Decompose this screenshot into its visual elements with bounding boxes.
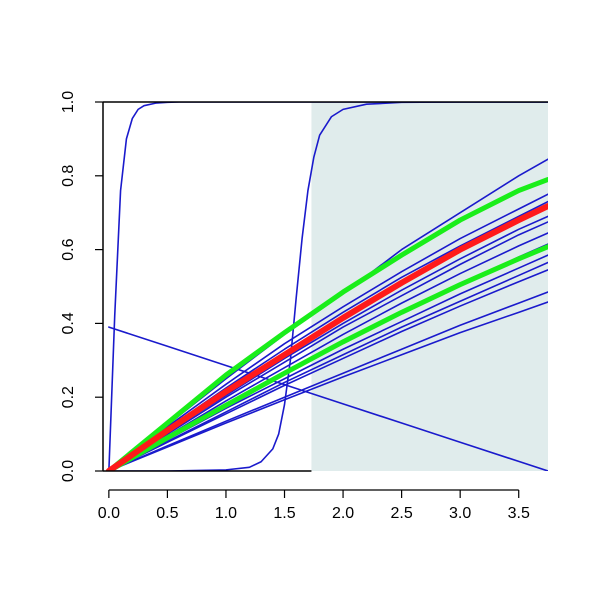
y-tick-label: 0.6 [60, 238, 77, 260]
y-tick-label: 0.0 [60, 460, 77, 482]
y-tick-label: 0.8 [60, 165, 77, 187]
series-line-blue-13 [108, 269, 548, 471]
x-tick-label: 2.0 [332, 505, 354, 522]
series-line-green-17 [106, 244, 548, 471]
x-tick-label: 0.5 [156, 505, 178, 522]
series-line-blue-15 [108, 301, 548, 471]
series-line-red-18 [105, 203, 548, 471]
series-group [105, 102, 548, 471]
x-tick-label: 3.0 [449, 505, 471, 522]
x-tick-label: 1.0 [215, 505, 237, 522]
x-tick-label: 1.5 [273, 505, 295, 522]
x-tick-label: 3.5 [508, 505, 530, 522]
y-tick-label: 0.2 [60, 386, 77, 408]
series-line-blue-14 [108, 291, 548, 471]
series-line-blue-5 [108, 193, 548, 471]
y-tick-label: 0.4 [60, 312, 77, 334]
x-tick-label: 2.5 [390, 505, 412, 522]
series-line-blue-8 [108, 221, 548, 471]
axes: 0.0 0.2 0.4 0.6 0.8 1.0 0.0 0.5 1.0 1.5 2.0 2.5 3.0 3… [60, 91, 548, 522]
y-tick-label: 1.0 [60, 91, 77, 113]
series-line-blue-2 [108, 102, 548, 471]
x-tick-label: 0.0 [98, 505, 120, 522]
shaded-region [311, 102, 548, 471]
series-line-green-16 [106, 176, 548, 471]
series-line-blue-3 [108, 326, 548, 471]
series-line-blue-12 [108, 261, 548, 471]
series-line-blue-1 [108, 102, 548, 471]
